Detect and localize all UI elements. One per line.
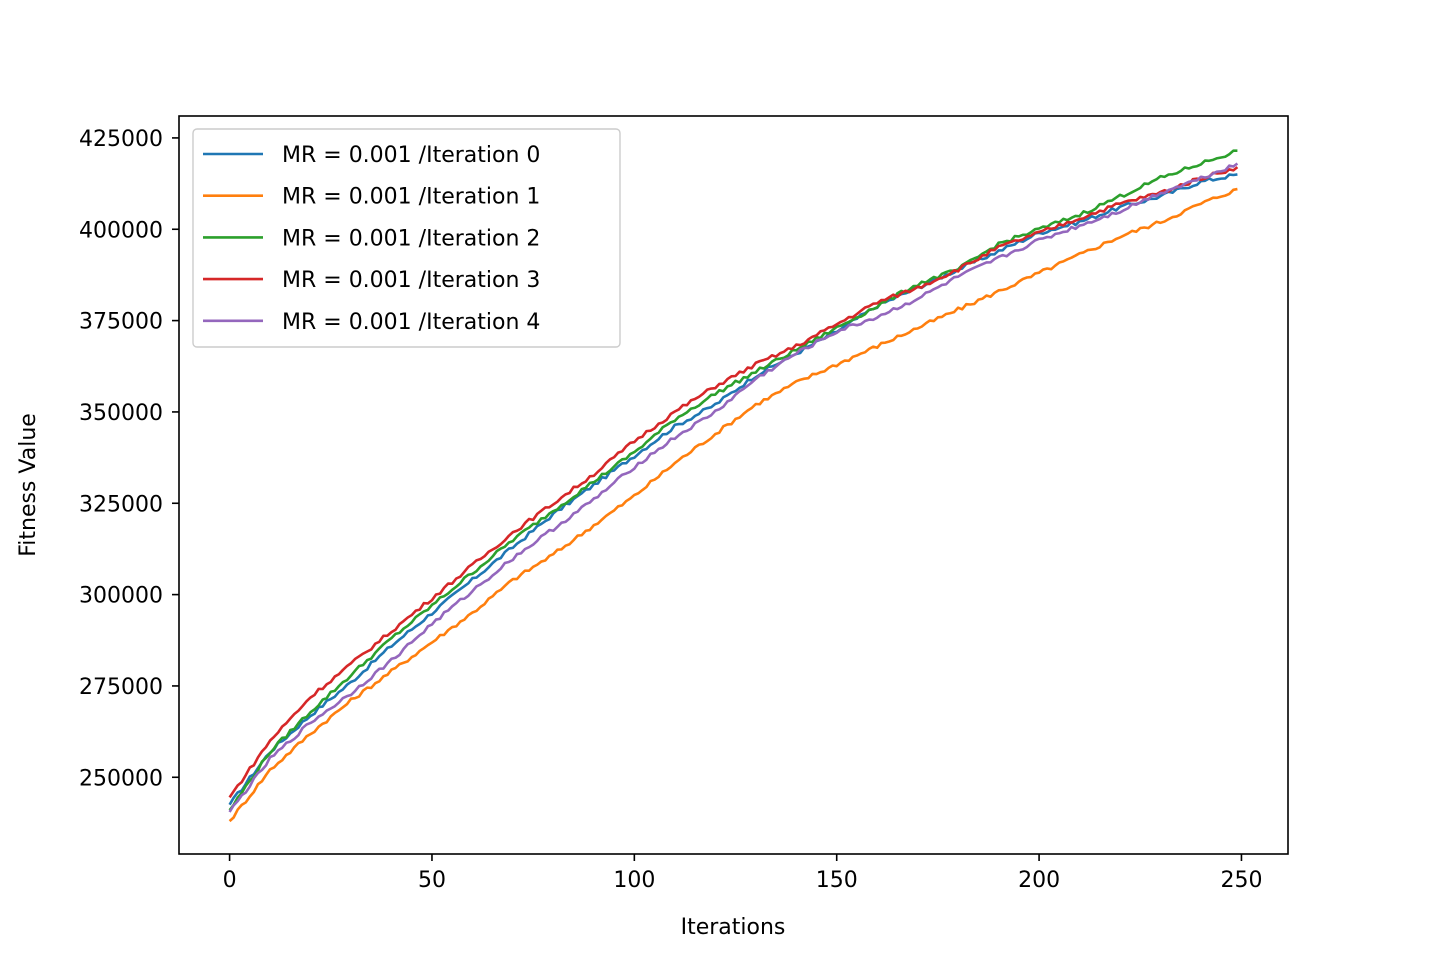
y-tick-label: 250000 bbox=[79, 766, 163, 791]
y-axis-label: Fitness Value bbox=[16, 413, 41, 557]
x-tick-label: 150 bbox=[816, 868, 858, 893]
x-axis-label: Iterations bbox=[681, 915, 786, 940]
plot-frame bbox=[178, 115, 1289, 855]
legend: MR = 0.001 /Iteration 0 MR = 0.001 /Itera… bbox=[192, 128, 621, 348]
y-tick-label: 325000 bbox=[79, 492, 163, 517]
y-tick-label: 275000 bbox=[79, 675, 163, 700]
series-line-1 bbox=[228, 187, 1238, 823]
y-tick-label: 425000 bbox=[79, 127, 163, 152]
legend-box bbox=[192, 128, 621, 348]
y-axis: 250000 275000 300000 325000 350000 375000 4000… bbox=[79, 127, 179, 791]
y-tick-label: 375000 bbox=[79, 310, 163, 335]
x-axis: 0 50 100 150 200 250 bbox=[223, 854, 1262, 893]
x-tick-label: 50 bbox=[418, 868, 446, 893]
x-tick-label: 100 bbox=[613, 868, 655, 893]
legend-label: MR = 0.001 /Iteration 1 bbox=[282, 185, 540, 210]
x-tick-label: 200 bbox=[1018, 868, 1060, 893]
series-line-0 bbox=[228, 173, 1238, 806]
y-tick-label: 400000 bbox=[79, 218, 163, 243]
legend-label: MR = 0.001 /Iteration 3 bbox=[282, 268, 540, 293]
legend-label: MR = 0.001 /Iteration 4 bbox=[282, 310, 540, 335]
series-line-4 bbox=[228, 162, 1239, 813]
legend-entry: MR = 0.001 /Iteration 2 bbox=[203, 226, 540, 251]
legend-entry: MR = 0.001 /Iteration 4 bbox=[203, 310, 540, 335]
series-line-3 bbox=[228, 166, 1239, 799]
legend-entry: MR = 0.001 /Iteration 0 bbox=[203, 143, 540, 168]
y-tick-label: 350000 bbox=[79, 401, 163, 426]
legend-entry: MR = 0.001 /Iteration 3 bbox=[203, 268, 540, 293]
x-tick-label: 0 bbox=[223, 868, 237, 893]
legend-entry: MR = 0.001 /Iteration 1 bbox=[203, 185, 540, 210]
plot-area bbox=[228, 149, 1239, 823]
series-line-2 bbox=[228, 149, 1238, 811]
legend-label: MR = 0.001 /Iteration 2 bbox=[282, 226, 540, 251]
x-tick-label: 250 bbox=[1220, 868, 1262, 893]
y-tick-label: 300000 bbox=[79, 584, 163, 609]
legend-label: MR = 0.001 /Iteration 0 bbox=[282, 143, 540, 168]
